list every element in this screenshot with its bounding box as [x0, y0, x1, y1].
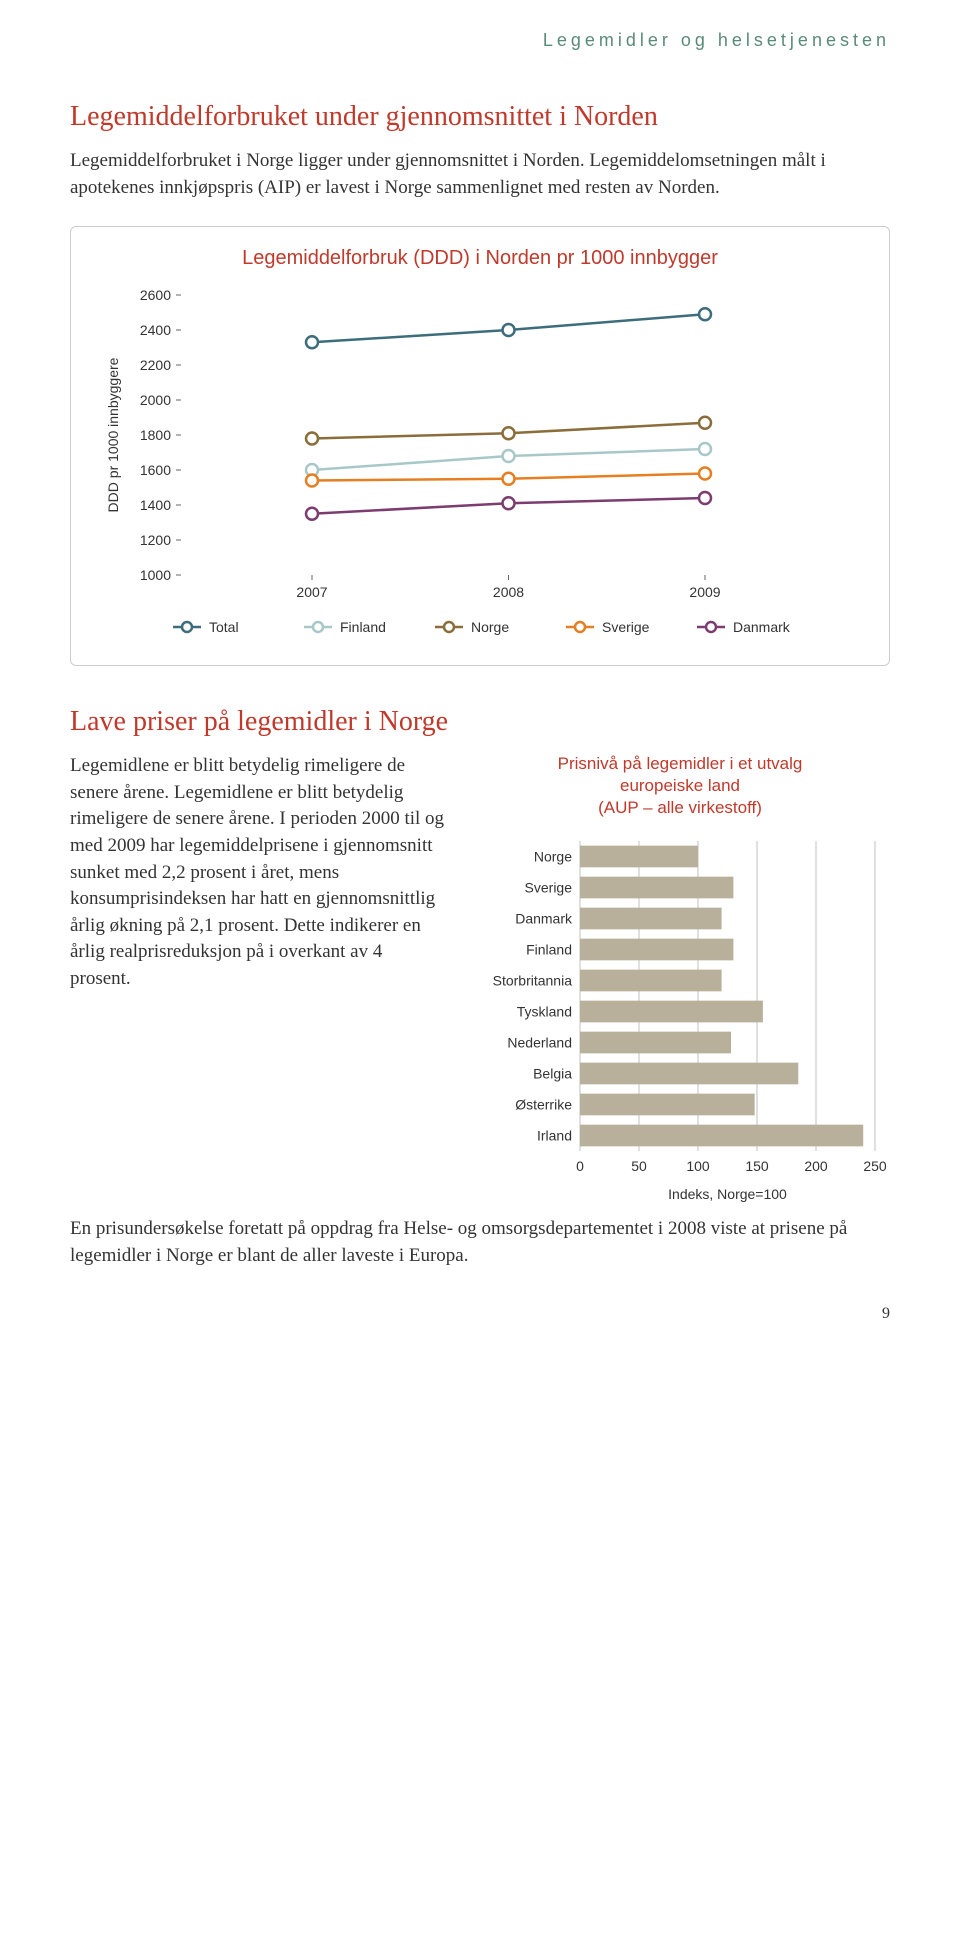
svg-text:Storbritannia: Storbritannia [493, 973, 573, 989]
svg-text:50: 50 [631, 1158, 647, 1174]
section2-body-left: Legemidlene er blitt betydelig rimeliger… [70, 753, 445, 992]
chart2-title-line3: (AUP – alle virkestoff) [598, 798, 762, 817]
section2-title: Lave priser på legemidler i Norge [70, 706, 890, 738]
svg-text:Finland: Finland [340, 619, 386, 635]
svg-text:2000: 2000 [140, 392, 171, 408]
chart2-container: Prisnivå på legemidler i et utvalg europ… [470, 753, 890, 1216]
svg-text:Sverige: Sverige [602, 619, 650, 635]
chart2-title-line2: europeiske land [620, 776, 740, 795]
chart1-svg: 1000 1200 1400 1600 1800 2000 2200 2400 2600 2007… [96, 285, 856, 645]
svg-text:Total: Total [209, 619, 239, 635]
svg-text:Irland: Irland [537, 1128, 572, 1144]
svg-text:2200: 2200 [140, 357, 171, 373]
svg-text:Østerrike: Østerrike [515, 1097, 572, 1113]
svg-text:150: 150 [745, 1158, 769, 1174]
svg-text:1800: 1800 [140, 427, 171, 443]
header-category: Legemidler og helsetjenesten [70, 30, 890, 51]
section2-body-bottom: En prisundersøkelse foretatt på oppdrag … [70, 1216, 890, 1269]
section1-body: Legemiddelforbruket i Norge ligger under… [70, 148, 890, 201]
svg-text:Norge: Norge [471, 619, 509, 635]
svg-text:1200: 1200 [140, 532, 171, 548]
svg-text:2600: 2600 [140, 287, 171, 303]
chart2-title-line1: Prisnivå på legemidler i et utvalg [558, 754, 803, 773]
svg-text:2400: 2400 [140, 322, 171, 338]
svg-text:Nederland: Nederland [507, 1035, 572, 1051]
svg-text:Sverige: Sverige [525, 880, 573, 896]
svg-text:1600: 1600 [140, 462, 171, 478]
svg-text:1400: 1400 [140, 497, 171, 513]
svg-text:DDD pr 1000 innbyggere: DDD pr 1000 innbyggere [105, 358, 121, 513]
svg-text:Tyskland: Tyskland [517, 1004, 572, 1020]
chart2-svg: 0 50 100 150 200 250 Norge Sverige Danmark Finlan… [470, 831, 890, 1211]
svg-text:Danmark: Danmark [515, 911, 573, 927]
svg-text:2007: 2007 [296, 584, 327, 600]
svg-text:1000: 1000 [140, 567, 171, 583]
page-number: 9 [70, 1305, 890, 1323]
chart1-container: Legemiddelforbruk (DDD) i Norden pr 1000… [70, 226, 890, 666]
svg-text:Finland: Finland [526, 942, 572, 958]
svg-text:200: 200 [804, 1158, 828, 1174]
svg-text:2009: 2009 [689, 584, 720, 600]
svg-text:100: 100 [686, 1158, 710, 1174]
svg-text:Belgia: Belgia [533, 1066, 572, 1082]
svg-text:Danmark: Danmark [733, 619, 791, 635]
section1-title: Legemiddelforbruket under gjennomsnittet… [70, 101, 890, 133]
chart1-title: Legemiddelforbruk (DDD) i Norden pr 1000… [96, 247, 864, 270]
svg-text:Indeks, Norge=100: Indeks, Norge=100 [668, 1186, 787, 1202]
chart2-title: Prisnivå på legemidler i et utvalg europ… [470, 753, 890, 819]
svg-text:250: 250 [863, 1158, 887, 1174]
svg-text:0: 0 [576, 1158, 584, 1174]
svg-text:Norge: Norge [534, 849, 572, 865]
svg-text:2008: 2008 [493, 584, 524, 600]
